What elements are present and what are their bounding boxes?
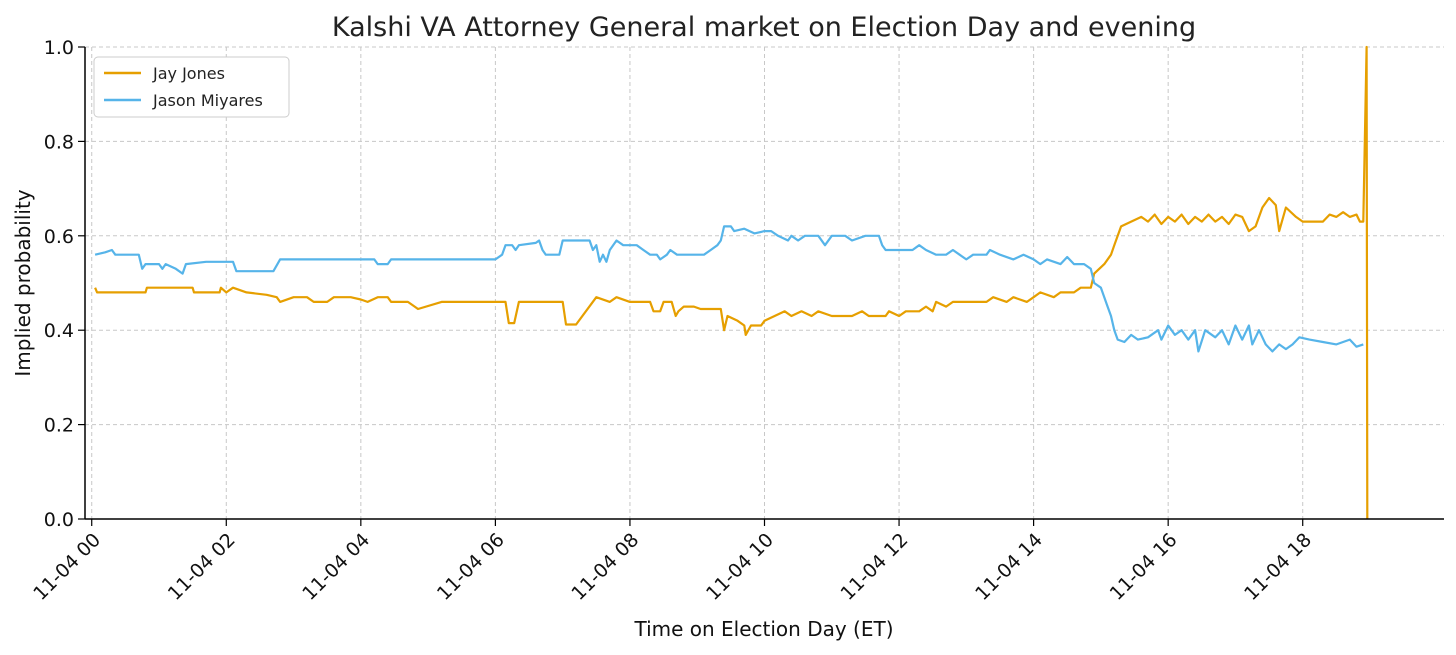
y-tick-label-0-0: 0.0 bbox=[44, 509, 74, 531]
x-tick-label-11-04-08: 11-04 08 bbox=[567, 529, 643, 605]
x-tick-label-11-04-16: 11-04 16 bbox=[1106, 529, 1182, 605]
x-tick-label-11-04-12: 11-04 12 bbox=[837, 529, 913, 605]
y-axis-label: Implied probability bbox=[11, 189, 35, 376]
x-tick-label-11-04-10: 11-04 10 bbox=[702, 529, 778, 605]
x-axis-ticks: 11-04 00 11-04 02 11-04 04 11-04 06 11-04 08… bbox=[29, 519, 1316, 605]
x-tick-label-11-04-18: 11-04 18 bbox=[1240, 529, 1316, 605]
y-tick-label-1-0: 1.0 bbox=[44, 37, 74, 59]
legend-label-jason-miyares: Jason Miyares bbox=[152, 91, 263, 110]
y-axis-ticks: 0.0 0.2 0.4 0.6 0.8 1.0 bbox=[44, 37, 85, 531]
x-tick-label-11-04-00: 11-04 00 bbox=[29, 529, 105, 605]
x-tick-label-11-04-06: 11-04 06 bbox=[433, 529, 509, 605]
x-tick-label-11-04-04: 11-04 04 bbox=[298, 529, 374, 605]
x-tick-label-11-04-14: 11-04 14 bbox=[971, 529, 1047, 605]
y-tick-label-0-4: 0.4 bbox=[44, 320, 74, 342]
series-line-jason-miyares bbox=[94, 225, 1364, 353]
grid bbox=[85, 46, 1444, 520]
legend: Jay Jones Jason Miyares bbox=[93, 56, 290, 118]
y-tick-label-0-6: 0.6 bbox=[44, 226, 74, 248]
x-axis-label: Time on Election Day (ET) bbox=[633, 617, 893, 641]
y-tick-label-0-8: 0.8 bbox=[44, 131, 74, 153]
y-tick-label-0-2: 0.2 bbox=[44, 415, 74, 437]
series-line-jay-jones bbox=[94, 45, 1369, 520]
legend-label-jay-jones: Jay Jones bbox=[152, 64, 225, 83]
legend-box bbox=[93, 56, 290, 118]
chart-title: Kalshi VA Attorney General market on Ele… bbox=[332, 12, 1196, 43]
x-tick-label-11-04-02: 11-04 02 bbox=[164, 529, 240, 605]
series-lines bbox=[94, 45, 1369, 520]
